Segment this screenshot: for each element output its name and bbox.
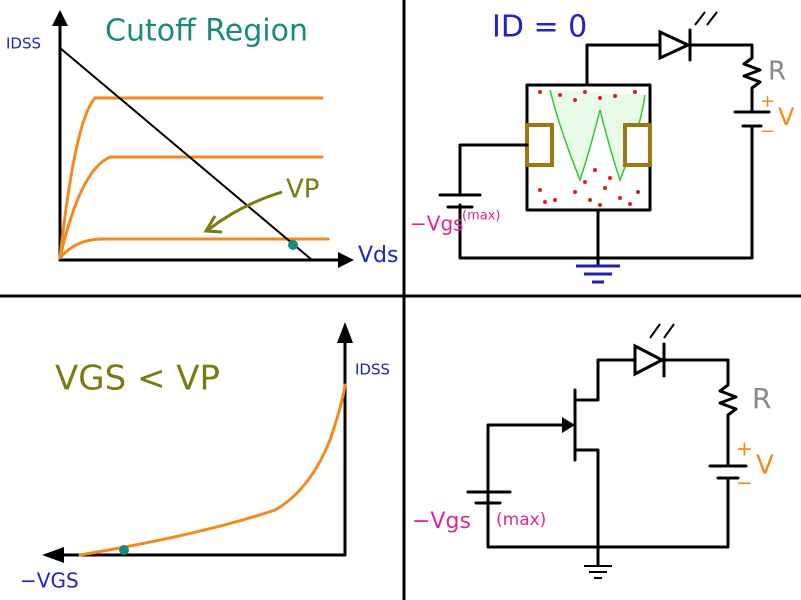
carriers	[538, 90, 640, 207]
jfet-symbol-circuit: R + − V −Vgs (max)	[412, 323, 774, 579]
title: VGS < VP	[55, 359, 220, 399]
gate-note: (max)	[462, 209, 500, 224]
annotation: VP	[286, 175, 319, 205]
jfet-channel-circuit: ID = 0 R + − V −Vgs (max)	[410, 10, 795, 284]
title: ID = 0	[492, 10, 587, 45]
plus-label: +	[760, 91, 775, 112]
plus-label: +	[736, 437, 753, 461]
source-label: V	[756, 451, 774, 481]
y-axis-label: IDSS	[6, 35, 41, 53]
x-axis-label: Vds	[358, 243, 398, 268]
y-axis-label: IDSS	[355, 361, 390, 379]
title: Cutoff Region	[105, 14, 308, 49]
transfer-characteristic: VGS < VP IDSS −VGS	[20, 322, 390, 593]
gate-voltage-label: −Vgs	[410, 212, 464, 236]
minus-label: −	[760, 121, 775, 142]
gate-note: (max)	[496, 510, 546, 530]
x-axis-label: −VGS	[20, 569, 79, 593]
gate-voltage-label: −Vgs	[412, 509, 471, 534]
minus-label: −	[736, 471, 753, 495]
source-label: V	[778, 103, 795, 131]
resistor-label: R	[752, 382, 771, 415]
resistor-label: R	[768, 57, 786, 87]
output-characteristics: Cutoff Region IDSS Vds VP	[6, 10, 398, 268]
